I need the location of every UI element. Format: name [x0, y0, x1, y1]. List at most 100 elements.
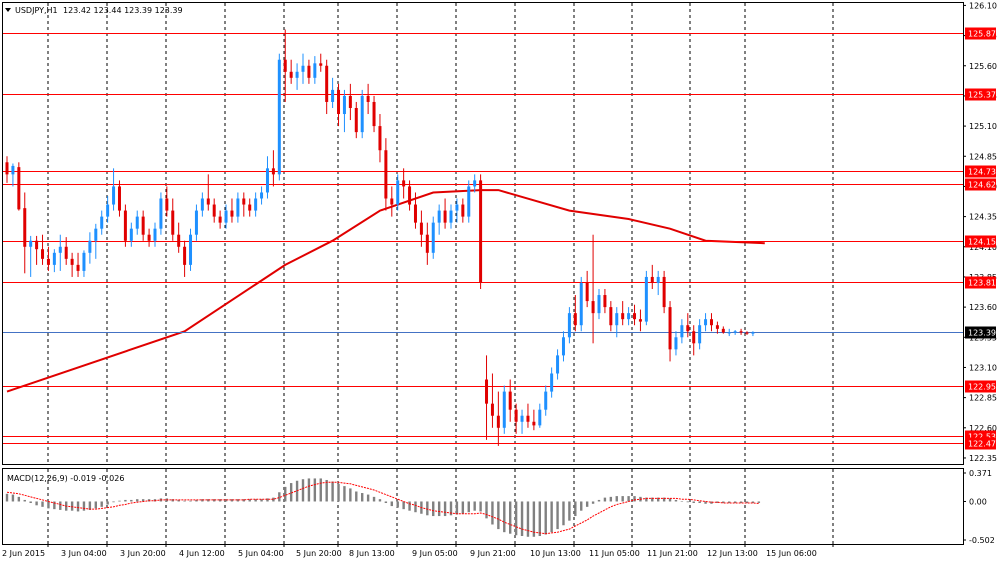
macd-bar — [728, 501, 731, 504]
candle-body — [461, 204, 465, 217]
candle-body — [413, 204, 417, 223]
candle-body — [508, 391, 512, 410]
macd-bar — [70, 501, 74, 511]
candle-body — [496, 415, 500, 428]
candle-body — [307, 65, 311, 78]
candle-body — [431, 222, 435, 253]
macd-bar — [526, 501, 530, 537]
candle-body — [656, 276, 660, 283]
candle-body — [23, 208, 27, 247]
x-tick-label: 2 Jun 2015 — [2, 549, 45, 558]
x-tick-label: 11 Jun 05:00 — [589, 549, 640, 558]
candle-body — [638, 319, 642, 322]
current-price-label: 123.39 — [968, 329, 996, 338]
macd-bar — [372, 496, 376, 502]
macd-bar — [53, 501, 56, 510]
macd-bar — [59, 501, 62, 510]
ohlc-label: 123.42 123.44 123.39 123.39 — [63, 6, 183, 15]
candle-body — [485, 379, 489, 404]
macd-bar — [349, 488, 352, 502]
macd-bar — [5, 493, 9, 502]
macd-bar — [307, 478, 311, 502]
candle-body — [479, 180, 483, 283]
symbol-dropdown-icon[interactable] — [5, 8, 11, 12]
candle-body — [106, 204, 110, 217]
price-axis[interactable]: 126.10125.85125.60125.35125.10124.85124.… — [963, 1, 997, 463]
macd-bar — [621, 496, 624, 502]
candle-body — [58, 246, 62, 253]
candle-body — [455, 204, 459, 211]
candle-body — [692, 331, 696, 344]
macd-bar — [633, 496, 636, 502]
candle-body — [709, 319, 713, 326]
macd-bar — [591, 501, 595, 504]
candle-body — [342, 95, 346, 115]
macd-bar — [692, 501, 695, 504]
macd-bar — [106, 501, 109, 505]
macd-plot-frame — [2, 468, 964, 545]
macd-bar — [207, 499, 210, 502]
candle-body — [408, 186, 412, 205]
macd-bar — [17, 496, 21, 502]
candle-body — [35, 240, 39, 250]
macd-bar — [112, 501, 115, 503]
macd-label: MACD(12,26,9) -0.019 -0.026 — [7, 474, 124, 483]
candle-body — [295, 71, 299, 78]
macd-bar — [29, 501, 32, 504]
macd-bar — [485, 501, 488, 519]
macd-bar — [550, 501, 553, 533]
macd-bar — [651, 497, 654, 502]
macd-bar — [556, 501, 559, 530]
macd-bar — [378, 499, 382, 502]
candle-body — [230, 210, 234, 217]
macd-bar — [402, 501, 405, 510]
macd-bar — [390, 501, 393, 507]
macd-bar — [236, 499, 240, 502]
time-axis[interactable]: 2 Jun 2015 3 Jun 04:00 3 Jun 20:00 4 Jun 12… — [2, 544, 834, 558]
x-tick-label: 3 Jun 04:00 — [61, 549, 107, 558]
x-tick-label: 12 Jun 13:00 — [707, 549, 758, 558]
candle-body — [94, 228, 98, 241]
candle-body — [260, 192, 264, 199]
candle-body — [556, 355, 560, 374]
candle-body — [112, 186, 116, 205]
candle-body — [514, 409, 518, 422]
candle-body — [627, 313, 631, 320]
candle-body — [609, 307, 613, 326]
macd-bar — [722, 501, 725, 504]
candle-body — [721, 328, 725, 333]
candle-body — [319, 63, 323, 66]
macd-bar — [136, 499, 139, 502]
candle-body — [396, 180, 400, 205]
candle-body — [473, 180, 477, 187]
macd-tick-label: -0.502 — [969, 536, 995, 545]
candle-body — [248, 204, 252, 211]
candle-body — [603, 295, 607, 308]
macd-bar — [408, 501, 411, 511]
y-tick-label: 122.35 — [969, 454, 997, 463]
candle-body — [384, 150, 388, 199]
macd-bar — [218, 499, 222, 502]
candle-body — [650, 276, 654, 283]
macd-bar — [710, 501, 713, 504]
macd-bar — [278, 492, 281, 502]
price-levels — [3, 33, 963, 444]
candle-body — [64, 246, 68, 259]
macd-bar — [585, 501, 589, 507]
macd-bar — [384, 501, 388, 504]
candle-body — [348, 95, 352, 108]
price-level-label: 125.37 — [968, 91, 996, 100]
candle-body — [313, 63, 317, 78]
macd-bar — [361, 493, 364, 502]
price-level-tag — [965, 380, 996, 393]
candle-body — [668, 307, 672, 350]
macd-tick-label: 0.00 — [969, 497, 987, 506]
candle-body — [11, 165, 15, 175]
macd-bar — [23, 499, 26, 502]
candle-body — [372, 101, 376, 127]
macd-bar — [177, 499, 180, 502]
candle-body — [520, 415, 524, 422]
macd-bar — [580, 501, 583, 511]
macd-bar — [437, 501, 441, 517]
y-tick-label: 125.10 — [969, 122, 997, 131]
